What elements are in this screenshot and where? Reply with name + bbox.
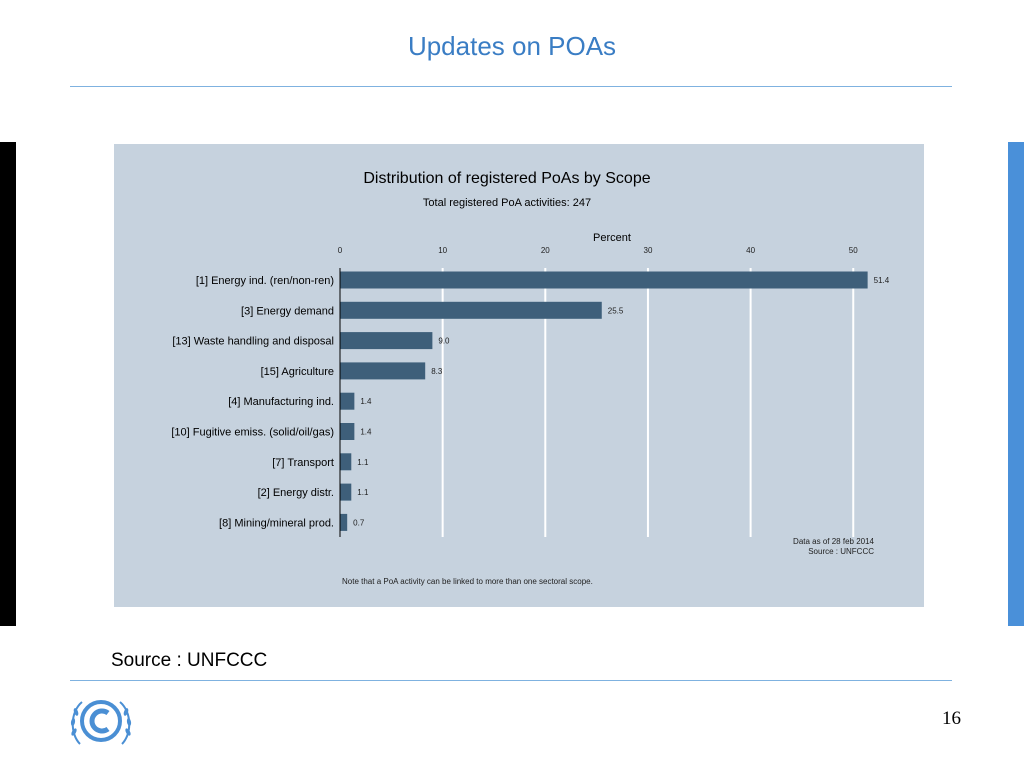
category-label: [13] Waste handling and disposal [172, 336, 334, 348]
chart-note: Note that a PoA activity can be linked t… [342, 577, 593, 586]
bar [340, 453, 352, 471]
value-label: 1.1 [357, 488, 369, 497]
category-label: [2] Energy distr. [258, 487, 334, 499]
bar [340, 423, 355, 440]
bar [340, 362, 426, 380]
value-label: 25.5 [608, 306, 624, 315]
category-label: [1] Energy ind. (ren/non-ren) [196, 275, 334, 287]
value-label: 9.0 [438, 337, 450, 346]
x-tick-label: 50 [849, 246, 858, 255]
category-label: [3] Energy demand [241, 305, 334, 317]
left-edge-bar [0, 142, 16, 626]
category-label: [7] Transport [272, 457, 334, 469]
value-label: 1.1 [357, 458, 369, 467]
footer-divider [70, 680, 952, 681]
value-label: 1.4 [360, 397, 372, 406]
bar-chart: Distribution of registered PoAs by Scope… [171, 170, 890, 586]
category-label: [4] Manufacturing ind. [228, 396, 334, 408]
slide-title: Updates on POAs [407, 31, 617, 61]
value-label: 0.7 [353, 518, 365, 527]
x-tick-labels: 0 10 20 30 40 50 [338, 246, 858, 255]
annotation-date: Data as of 28 feb 2014 [793, 537, 875, 546]
page-number: 16 [942, 708, 961, 729]
bar [340, 332, 433, 350]
annotation-source: Source : UNFCCC [808, 547, 874, 556]
bar [340, 513, 348, 531]
x-tick-label: 20 [541, 246, 550, 255]
chart-subtitle: Total registered PoA activities: 247 [423, 197, 591, 209]
x-tick-label: 10 [438, 246, 447, 255]
x-tick-label: 0 [338, 246, 343, 255]
category-label: [8] Mining/mineral prod. [219, 517, 334, 529]
bar [340, 392, 355, 410]
title-divider [70, 86, 952, 87]
source-text: Source : UNFCCC [111, 650, 268, 671]
value-label: 8.3 [431, 367, 443, 376]
value-label: 51.4 [874, 276, 890, 285]
bar [340, 271, 868, 289]
chart-title: Distribution of registered PoAs by Scope [363, 170, 650, 187]
x-axis-label: Percent [593, 232, 631, 244]
x-tick-label: 40 [746, 246, 755, 255]
category-label: [15] Agriculture [261, 366, 334, 378]
category-label: [10] Fugitive emiss. (solid/oil/gas) [171, 427, 334, 439]
x-tick-label: 30 [644, 246, 653, 255]
right-edge-bar [1008, 142, 1024, 626]
chart-panel: Distribution of registered PoAs by Scope… [114, 144, 924, 607]
bar [340, 301, 602, 319]
unfccc-emblem-icon [66, 694, 136, 755]
value-label: 1.4 [360, 428, 372, 437]
bars: [1] Energy ind. (ren/non-ren) 51.4 [3] Ene… [171, 271, 890, 531]
bar [340, 483, 352, 501]
